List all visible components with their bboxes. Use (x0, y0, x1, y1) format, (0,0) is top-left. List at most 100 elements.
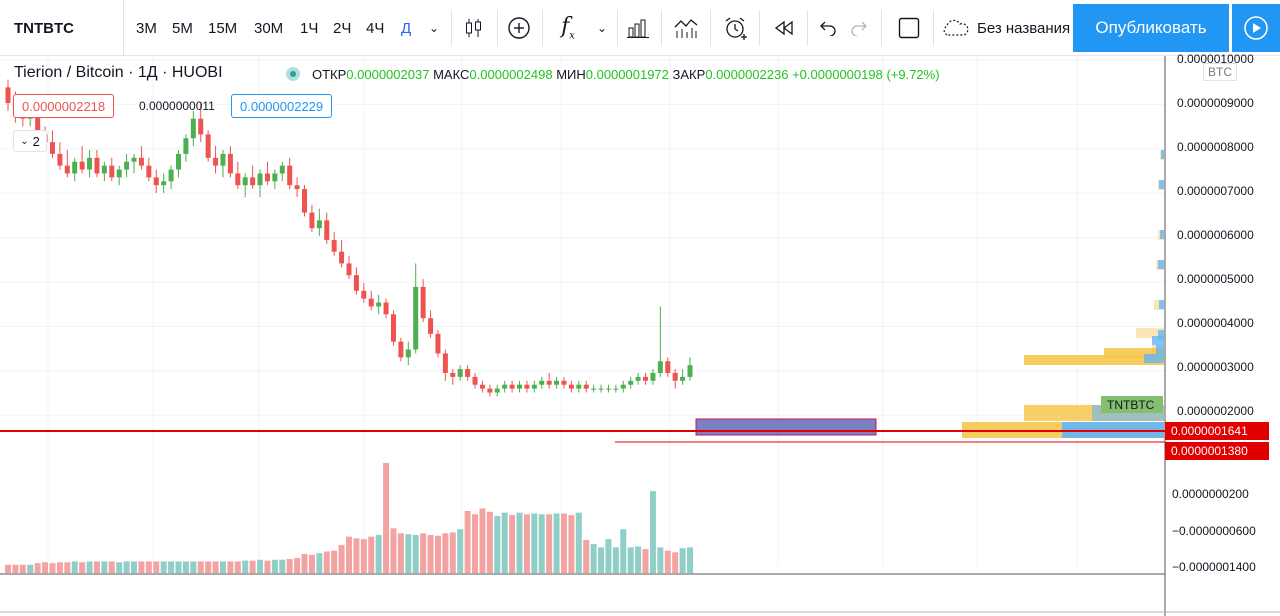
financials-button[interactable] (622, 0, 654, 56)
volume-bar (501, 512, 508, 573)
volume-bar (294, 558, 301, 573)
volume-profile-bar (1161, 150, 1164, 159)
separator (881, 10, 882, 46)
volume-bar (56, 562, 63, 573)
separator (497, 10, 498, 46)
candle-body (361, 290, 367, 299)
chart-legend-title: Tierion / Bitcoin · 1Д · HUOBI (14, 64, 223, 81)
candle-body (368, 298, 374, 307)
candle-body (331, 239, 337, 252)
symbol-search[interactable]: TNTBTC (0, 0, 124, 56)
layout-name: Без названия (977, 19, 1071, 37)
currency-label: BTC (1208, 65, 1232, 79)
buy-price-button[interactable]: 0.0000002229 (231, 94, 333, 118)
chart-area[interactable] (0, 56, 1280, 616)
volume-bar (42, 562, 49, 573)
candle-body (316, 220, 322, 229)
fullscreen-button[interactable] (891, 0, 927, 56)
bar-chart-icon (627, 19, 649, 38)
candle-body (539, 380, 545, 385)
alert-button[interactable] (718, 0, 754, 56)
candle-body (487, 388, 493, 393)
candle-body (72, 161, 78, 174)
indicators-dropdown[interactable]: ⌄ (596, 21, 608, 35)
symbol-price-tag: TNTBTC (1101, 396, 1163, 413)
volume-bar (242, 560, 249, 573)
price-chart[interactable] (0, 56, 1280, 616)
redo-button[interactable] (845, 0, 875, 56)
volume-bar (568, 515, 575, 573)
volume-bar (553, 513, 560, 573)
currency-badge[interactable]: BTC (1203, 63, 1237, 81)
volume-bar (442, 533, 449, 573)
timeframe-4[interactable]: 1Ч (300, 19, 319, 37)
timeframe-2[interactable]: 15М (208, 19, 238, 37)
candle-body (450, 372, 456, 377)
volume-bar (160, 561, 167, 573)
square-icon (898, 17, 920, 39)
volume-bar (575, 512, 582, 573)
sell-price-button[interactable]: 0.0000002218 (13, 94, 115, 118)
timeframe-7[interactable]: Д (401, 19, 412, 37)
candle-body (687, 365, 693, 377)
volume-bar (494, 515, 501, 573)
timeframe-5[interactable]: 2Ч (333, 19, 352, 37)
candle-body (302, 189, 308, 213)
indicators-collapse-button[interactable]: ⌄ 2 (13, 130, 47, 152)
volume-bar (338, 544, 345, 573)
timeframe-dropdown[interactable]: ⌄ (428, 21, 440, 35)
candle-style-button[interactable] (456, 0, 492, 56)
line-price-2: 0.0000001380 (1171, 444, 1248, 458)
candle-body (64, 165, 70, 174)
volume-bar (679, 548, 686, 573)
plus-circle-icon (508, 17, 530, 39)
volume-bar (257, 559, 264, 573)
candle-body (94, 157, 100, 174)
indicators-count: 2 (32, 133, 40, 149)
volume-bar (531, 513, 538, 573)
volume-bar (486, 511, 493, 573)
price-axis-label: 0.0000003000 (1177, 360, 1254, 374)
candle-body (643, 376, 649, 381)
ideas-button[interactable] (668, 0, 704, 56)
volume-bar (182, 561, 189, 573)
volume-bar (516, 512, 523, 573)
candle-body (35, 114, 41, 135)
indicators-button[interactable]: fx (552, 0, 584, 56)
candle-body (398, 341, 404, 358)
timeframe-0[interactable]: 3М (136, 19, 157, 37)
volume-axis-label: −0.0000001400 (1172, 560, 1256, 574)
candle-body (287, 165, 293, 186)
timeframe-1[interactable]: 5М (172, 19, 193, 37)
candle-body (413, 286, 419, 350)
separator (542, 10, 543, 46)
timeframe-3[interactable]: 30М (254, 19, 284, 37)
change-value: +0.0000000198 (+9.72%) (792, 67, 940, 82)
volume-bar (19, 564, 26, 573)
candle-body (116, 169, 122, 178)
volume-bar (472, 514, 479, 573)
candle-body (665, 361, 671, 373)
separator (807, 10, 808, 46)
timeframe-6[interactable]: 4Ч (366, 19, 385, 37)
open-value: 0.0000002037 (346, 67, 430, 82)
candle-body (591, 388, 597, 390)
replay-button[interactable] (766, 0, 802, 56)
volume-bar (360, 539, 367, 573)
volume-bar (649, 491, 656, 573)
volume-bar (79, 562, 86, 573)
volume-bar (538, 514, 545, 573)
layout-name-button[interactable]: Без названия (940, 0, 1073, 56)
candle-body (87, 157, 93, 170)
undo-button[interactable] (812, 0, 842, 56)
publish-button[interactable]: Опубликовать (1073, 4, 1229, 52)
play-button[interactable] (1232, 4, 1280, 52)
volume-bar (212, 561, 219, 573)
candle-body (242, 177, 248, 186)
volume-profile-bar (1152, 336, 1164, 345)
spread-value: 0.0000000011 (139, 99, 215, 113)
volume-bar (49, 563, 56, 573)
compare-button[interactable] (503, 0, 535, 56)
price-axis-label: 0.0000002000 (1177, 404, 1254, 418)
volume-profile-bar (1158, 260, 1164, 269)
